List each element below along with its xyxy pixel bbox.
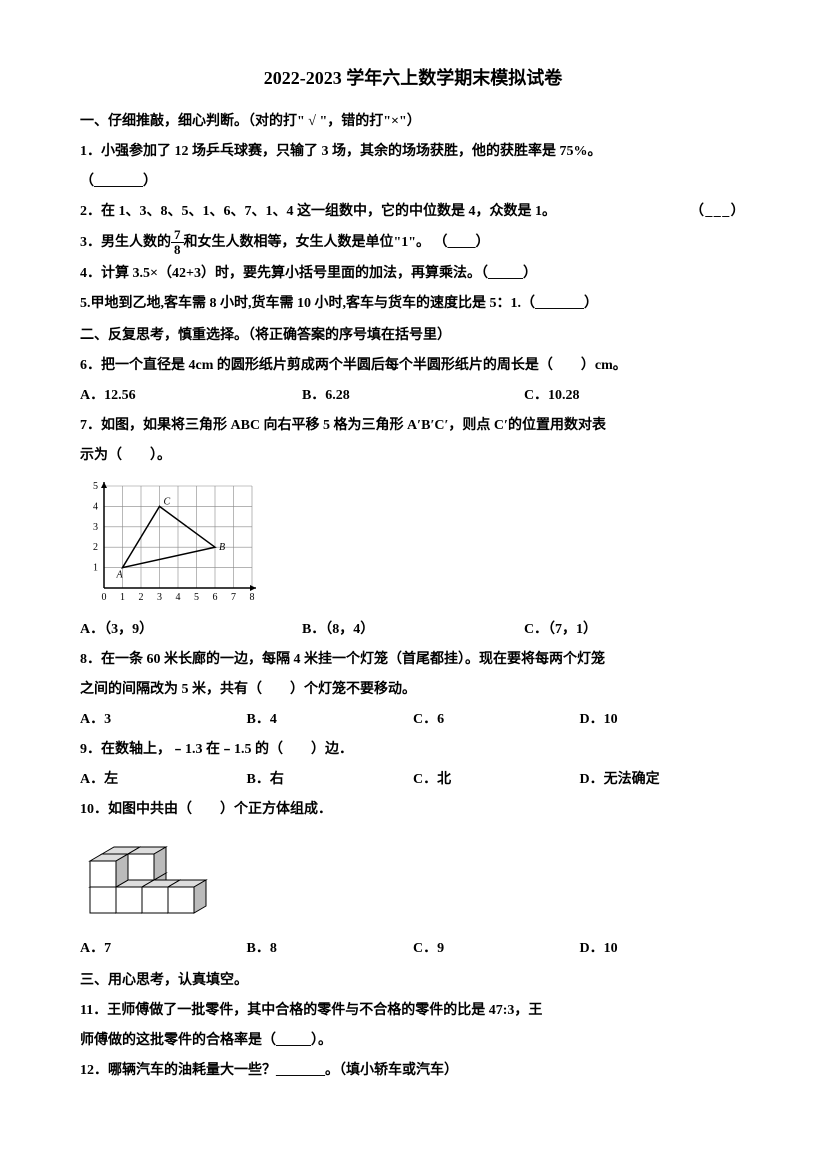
q7-opt-a: A．（3，9）: [80, 616, 302, 644]
q10-opt-a: A．7: [80, 935, 247, 963]
q6-opt-c: C．10.28: [524, 382, 746, 410]
svg-text:7: 7: [231, 592, 236, 603]
q8-line2: 之间的间隔改为 5 米，共有（ ）个灯笼不要移动。: [80, 676, 746, 704]
svg-text:5: 5: [194, 592, 199, 603]
q10: 10．如图中共由（ ）个正方体组成．: [80, 796, 746, 824]
svg-text:6: 6: [213, 592, 218, 603]
q1: 1．小强参加了 12 场乒乓球赛，只输了 3 场，其余的场场获胜，他的获胜率是 …: [80, 138, 746, 166]
svg-text:2: 2: [93, 542, 98, 553]
q2: 2．在 1、3、8、5、1、6、7、1、4 这一组数中，它的中位数是 4，众数是…: [80, 198, 746, 226]
q3-frac-den: 8: [171, 243, 184, 257]
page-title: 2022-2023 学年六上数学期末模拟试卷: [80, 60, 746, 96]
q5: 5.甲地到乙地,客车需 8 小时,货车需 10 小时,客车与货车的速度比是 5：…: [80, 290, 746, 318]
svg-text:1: 1: [120, 592, 125, 603]
svg-text:0: 0: [102, 592, 107, 603]
svg-text:B: B: [219, 542, 225, 553]
section1-header: 一、仔细推敲，细心判断。（对的打" √ "，错的打"×"）: [80, 108, 746, 136]
q7-options: A．（3，9） B．（8，4） C．（7，1）: [80, 616, 746, 644]
q2-blank: （___）: [690, 198, 746, 226]
q7-opt-b: B．（8，4）: [302, 616, 524, 644]
svg-text:4: 4: [176, 592, 181, 603]
q9-opt-d: D．无法确定: [580, 766, 747, 794]
q11-line2: 师傅做的这批零件的合格率是（_____）。: [80, 1027, 746, 1055]
q8-options: A．3 B．4 C．6 D．10: [80, 706, 746, 734]
svg-text:3: 3: [157, 592, 162, 603]
q3-frac-num: 7: [171, 228, 184, 243]
q8-opt-b: B．4: [247, 706, 414, 734]
q10-options: A．7 B．8 C．9 D．10: [80, 935, 746, 963]
q9-opt-c: C．北: [413, 766, 580, 794]
q3-pre: 3．男生人数的: [80, 235, 171, 250]
q8-opt-d: D．10: [580, 706, 747, 734]
q2-text: 2．在 1、3、8、5、1、6、7、1、4 这一组数中，它的中位数是 4，众数是…: [80, 204, 556, 219]
q1-blank: （_______）: [80, 168, 746, 196]
q10-opt-c: C．9: [413, 935, 580, 963]
q9: 9．在数轴上，﹣1.3 在﹣1.5 的（ ）边．: [80, 736, 746, 764]
svg-text:C: C: [164, 496, 171, 507]
q11-line1: 11．王师傅做了一批零件，其中合格的零件与不合格的零件的比是 47:3，王: [80, 997, 746, 1025]
q3-fraction: 78: [171, 228, 184, 258]
q10-opt-d: D．10: [580, 935, 747, 963]
q6: 6．把一个直径是 4cm 的圆形纸片剪成两个半圆后每个半圆形纸片的周长是（ ）c…: [80, 352, 746, 380]
svg-text:8: 8: [250, 592, 255, 603]
q9-options: A．左 B．右 C．北 D．无法确定: [80, 766, 746, 794]
q10-figure: [80, 832, 746, 927]
q3: 3．男生人数的78和女生人数相等，女生人数是单位"1"。 （____）: [80, 228, 746, 258]
section2-header: 二、反复思考，慎重选择。（将正确答案的序号填在括号里）: [80, 322, 746, 350]
svg-text:2: 2: [139, 592, 144, 603]
q12: 12．哪辆汽车的油耗量大一些？_______。（填小轿车或汽车）: [80, 1057, 746, 1085]
q8-opt-a: A．3: [80, 706, 247, 734]
q7-line1: 7．如图，如果将三角形 ABC 向右平移 5 格为三角形 A′B′C′，则点 C…: [80, 412, 746, 440]
svg-text:4: 4: [93, 501, 98, 512]
q10-opt-b: B．8: [247, 935, 414, 963]
q9-opt-a: A．左: [80, 766, 247, 794]
q8-opt-c: C．6: [413, 706, 580, 734]
svg-text:1: 1: [93, 562, 98, 573]
q8-line1: 8．在一条 60 米长廊的一边，每隔 4 米挂一个灯笼（首尾都挂）。现在要将每两…: [80, 646, 746, 674]
svg-text:A: A: [116, 569, 124, 580]
q4: 4．计算 3.5×（42+3）时，要先算小括号里面的加法，再算乘法。（_____…: [80, 260, 746, 288]
q7-line2: 示为（ ）。: [80, 442, 746, 470]
q7-figure: 0 1 2 3 4 5 6 7 8 1 2 3 4 5 A B C: [80, 478, 746, 608]
q9-opt-b: B．右: [247, 766, 414, 794]
svg-text:5: 5: [93, 481, 98, 492]
svg-text:3: 3: [93, 521, 98, 532]
q7-opt-c: C．（7，1）: [524, 616, 746, 644]
section3-header: 三、用心思考，认真填空。: [80, 967, 746, 995]
q6-options: A．12.56 B．6.28 C．10.28: [80, 382, 746, 410]
q6-opt-b: B．6.28: [302, 382, 524, 410]
q6-opt-a: A．12.56: [80, 382, 302, 410]
q3-post: 和女生人数相等，女生人数是单位"1"。 （____）: [184, 235, 490, 250]
